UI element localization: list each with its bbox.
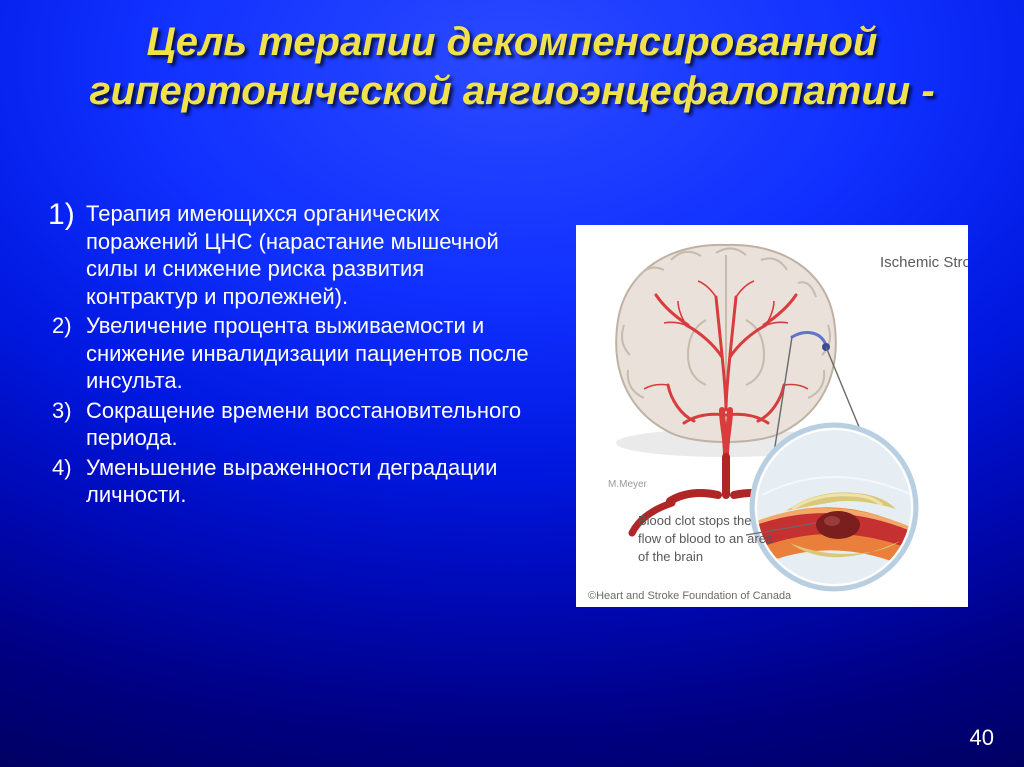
stroke-illustration: Ischemic Stroke Blood clot stops the flo… <box>576 225 968 607</box>
figure-caption-1: Blood clot stops the <box>638 513 751 528</box>
list-item: Терапия имеющихся органических поражений… <box>86 200 532 310</box>
page-number: 40 <box>970 725 994 751</box>
figure-caption-3: of the brain <box>638 549 703 564</box>
list-item: Сокращение времени восстановительного пе… <box>86 397 532 452</box>
slide: Цель терапии декомпенсированной гипертон… <box>0 0 1024 767</box>
list-item: Уменьшение выраженности деградации лично… <box>86 454 532 509</box>
slide-body: Терапия имеющихся органических поражений… <box>52 200 532 511</box>
figure-signature: M.Meyer <box>608 479 648 490</box>
slide-title: Цель терапии декомпенсированной гипертон… <box>0 18 1024 116</box>
list-item: Увеличение процента выживаемости и сниже… <box>86 312 532 395</box>
goals-list: Терапия имеющихся органических поражений… <box>52 200 532 509</box>
stroke-svg: Ischemic Stroke Blood clot stops the flo… <box>576 225 968 607</box>
figure-copyright: ©Heart and Stroke Foundation of Canada <box>588 590 792 602</box>
figure-title-label: Ischemic Stroke <box>880 254 968 271</box>
